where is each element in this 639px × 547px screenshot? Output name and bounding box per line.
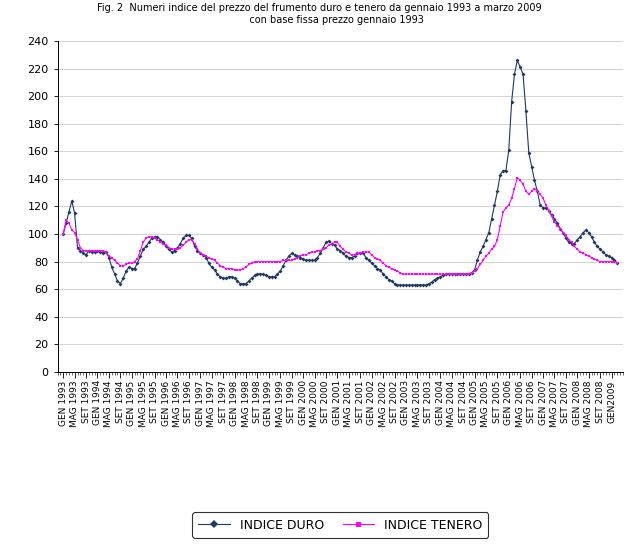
INDICE TENERO [499, 209, 507, 216]
INDICE DURO [613, 260, 621, 266]
INDICE DURO [351, 253, 358, 259]
INDICE DURO [499, 167, 507, 174]
INDICE DURO [539, 205, 547, 211]
INDICE DURO [59, 231, 67, 237]
INDICE DURO [514, 57, 521, 63]
INDICE DURO [559, 229, 567, 236]
Line: INDICE TENERO: INDICE TENERO [62, 176, 619, 276]
Text: Fig. 2  Numeri indice del prezzo del frumento duro e tenero da gennaio 1993 a ma: Fig. 2 Numeri indice del prezzo del frum… [97, 3, 542, 13]
INDICE TENERO [91, 247, 98, 254]
Line: INDICE DURO: INDICE DURO [62, 59, 619, 287]
Text: con base fissa prezzo gennaio 1993: con base fissa prezzo gennaio 1993 [215, 15, 424, 25]
INDICE TENERO [208, 255, 215, 262]
INDICE TENERO [559, 229, 567, 236]
INDICE DURO [91, 249, 98, 255]
INDICE DURO [208, 264, 215, 270]
INDICE TENERO [539, 195, 547, 201]
INDICE TENERO [351, 252, 358, 258]
INDICE TENERO [613, 260, 621, 266]
Legend: INDICE DURO, INDICE TENERO: INDICE DURO, INDICE TENERO [192, 513, 488, 538]
INDICE TENERO [59, 231, 67, 237]
INDICE TENERO [514, 174, 521, 181]
INDICE TENERO [399, 271, 407, 277]
INDICE DURO [394, 282, 401, 288]
